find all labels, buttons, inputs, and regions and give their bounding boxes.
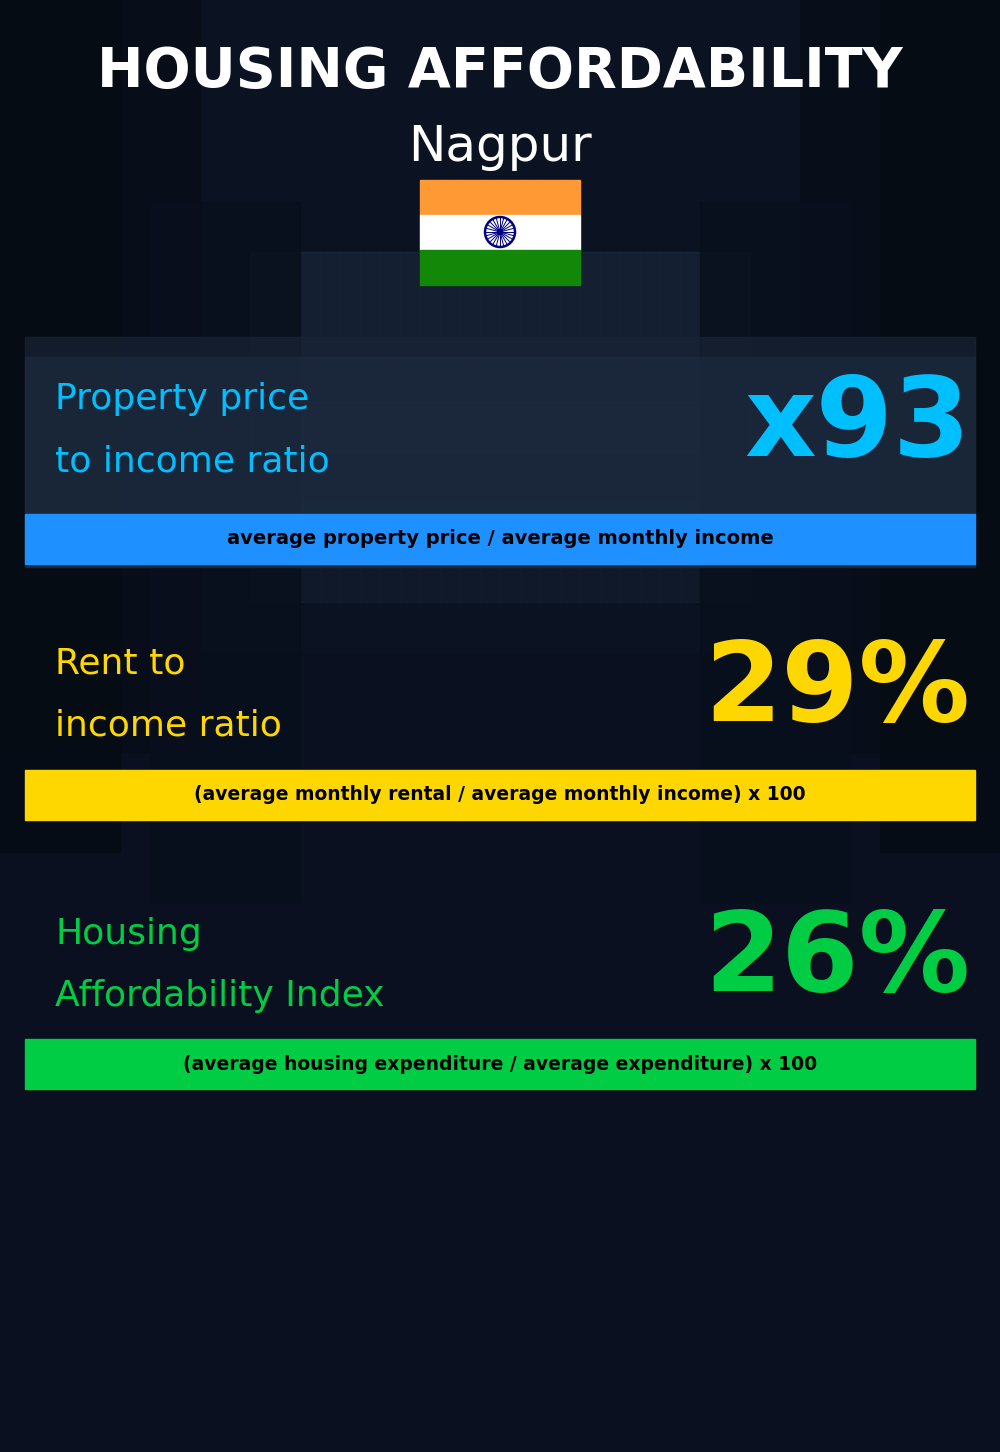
- Bar: [980, 0, 1000, 652]
- Bar: [700, 202, 850, 902]
- Text: Rent to: Rent to: [55, 648, 186, 681]
- Bar: [600, 0, 620, 652]
- Text: x93: x93: [744, 372, 970, 479]
- Bar: [25, 514, 975, 563]
- Bar: [840, 0, 860, 652]
- Bar: [580, 0, 600, 652]
- Bar: [360, 0, 380, 652]
- Bar: [540, 0, 560, 652]
- Bar: [40, 0, 60, 652]
- Bar: [820, 0, 840, 652]
- Text: average property price / average monthly income: average property price / average monthly…: [227, 530, 773, 549]
- Bar: [480, 0, 500, 652]
- Bar: [0, 0, 120, 852]
- Text: Nagpur: Nagpur: [408, 123, 592, 171]
- Text: Property price: Property price: [55, 382, 309, 417]
- Bar: [160, 0, 180, 652]
- Bar: [900, 0, 920, 652]
- Bar: [120, 0, 140, 652]
- Bar: [740, 0, 760, 652]
- Bar: [150, 202, 300, 902]
- Bar: [500, 0, 520, 652]
- Bar: [800, 0, 820, 652]
- Bar: [460, 0, 480, 652]
- Bar: [700, 0, 720, 652]
- Bar: [660, 0, 680, 652]
- Bar: [100, 0, 120, 652]
- Bar: [640, 0, 660, 652]
- Bar: [720, 0, 740, 652]
- Text: income ratio: income ratio: [55, 709, 282, 743]
- Bar: [620, 0, 640, 652]
- Circle shape: [498, 229, 503, 235]
- Bar: [680, 0, 700, 652]
- Bar: [250, 402, 750, 552]
- Bar: [420, 0, 440, 652]
- Bar: [250, 253, 750, 452]
- Bar: [420, 250, 580, 285]
- Bar: [800, 0, 1000, 752]
- Bar: [920, 0, 940, 652]
- Text: 29%: 29%: [704, 637, 970, 743]
- Bar: [420, 180, 580, 215]
- Text: Housing: Housing: [55, 918, 202, 951]
- Bar: [80, 0, 100, 652]
- Bar: [0, 0, 200, 752]
- Bar: [860, 0, 880, 652]
- Text: to income ratio: to income ratio: [55, 444, 330, 478]
- Bar: [880, 0, 900, 652]
- Bar: [280, 0, 300, 652]
- Bar: [25, 770, 975, 820]
- Bar: [250, 502, 750, 603]
- Bar: [340, 0, 360, 652]
- Bar: [0, 0, 20, 652]
- Bar: [25, 357, 975, 566]
- Bar: [60, 0, 80, 652]
- Bar: [25, 337, 975, 566]
- Bar: [780, 0, 800, 652]
- Bar: [200, 0, 220, 652]
- Bar: [940, 0, 960, 652]
- Bar: [260, 0, 280, 652]
- Text: (average monthly rental / average monthly income) x 100: (average monthly rental / average monthl…: [194, 786, 806, 804]
- Bar: [320, 0, 340, 652]
- Bar: [25, 1040, 975, 1089]
- Bar: [140, 0, 160, 652]
- Text: 26%: 26%: [704, 908, 970, 1013]
- Bar: [760, 0, 780, 652]
- Bar: [220, 0, 240, 652]
- Bar: [960, 0, 980, 652]
- Text: Affordability Index: Affordability Index: [55, 979, 384, 1013]
- Text: (average housing expenditure / average expenditure) x 100: (average housing expenditure / average e…: [183, 1054, 817, 1073]
- Bar: [180, 0, 200, 652]
- Bar: [400, 0, 420, 652]
- Bar: [380, 0, 400, 652]
- Bar: [440, 0, 460, 652]
- Bar: [240, 0, 260, 652]
- Text: HOUSING AFFORDABILITY: HOUSING AFFORDABILITY: [97, 45, 903, 99]
- Bar: [300, 0, 320, 652]
- Bar: [420, 215, 580, 250]
- Bar: [880, 0, 1000, 852]
- Bar: [20, 0, 40, 652]
- Bar: [560, 0, 580, 652]
- Bar: [520, 0, 540, 652]
